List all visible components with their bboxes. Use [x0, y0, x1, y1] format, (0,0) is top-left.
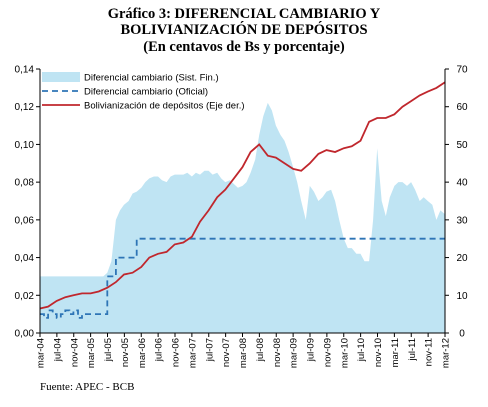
x-tick-label: nov-04: [69, 338, 80, 367]
y-left-tick-label: 0,02: [15, 291, 35, 302]
legend-label: Diferencial cambiario (Oficial): [84, 87, 208, 98]
y-right-tick-label: 40: [456, 178, 468, 189]
x-tick-label: mar-12: [441, 338, 452, 368]
x-tick-label: nov-07: [221, 338, 232, 367]
x-tick-label: mar-11: [390, 338, 401, 367]
x-tick-label: jul-04: [52, 338, 63, 362]
chart-subtitle: (En centavos de Bs y porcentaje): [143, 39, 345, 55]
x-tick-label: jul-06: [154, 338, 165, 362]
y-left-tick-label: 0,10: [15, 140, 35, 151]
x-tick-label: mar-08: [238, 338, 249, 368]
y-right-tick-label: 70: [456, 65, 468, 76]
x-tick-label: nov-10: [373, 338, 384, 367]
x-tick-label: nov-11: [424, 338, 435, 366]
x-tick-label: mar-04: [36, 338, 47, 368]
y-left-tick-label: 0,12: [15, 102, 35, 113]
x-tick-label: jul-05: [103, 338, 114, 362]
y-left-tick-label: 0,08: [15, 178, 35, 189]
y-left-tick-label: 0,06: [15, 215, 35, 226]
y-right-tick-label: 20: [456, 253, 468, 264]
y-left-tick-label: 0,14: [15, 65, 35, 76]
legend-label: Diferencial cambiario (Sist. Fin.): [84, 73, 219, 84]
y-right-tick-label: 10: [456, 291, 468, 302]
x-tick-label: jul-09: [306, 338, 317, 362]
x-tick-label: nov-08: [272, 338, 283, 367]
legend-label: Bolivianización de depósitos (Eje der.): [84, 101, 245, 112]
chart-source: Fuente: APEC - BCB: [40, 381, 135, 393]
line-diferencial-oficial: [40, 237, 445, 319]
x-tick-label: nov-05: [120, 338, 131, 367]
x-tick-label: mar-10: [339, 338, 350, 368]
x-tick-label: mar-09: [289, 338, 300, 368]
y-left-tick-label: 0,04: [15, 253, 35, 264]
x-tick-label: jul-07: [204, 338, 215, 362]
x-tick-label: jul-11: [407, 338, 418, 362]
y-right-tick-label: 60: [456, 102, 468, 113]
x-tick-label: nov-09: [322, 338, 333, 367]
y-right-tick-label: 30: [456, 215, 468, 226]
x-tick-label: jul-08: [255, 338, 266, 362]
x-tick-label: mar-06: [137, 338, 148, 368]
x-tick-label: mar-07: [187, 338, 198, 368]
x-tick-label: jul-10: [356, 338, 367, 362]
chart-title-line-2: BOLIVIANIZACIÓN DE DEPÓSITOS: [120, 22, 368, 38]
y-left-tick-label: 0,00: [15, 329, 35, 340]
x-tick-label: mar-05: [86, 338, 97, 368]
area-diferencial-sist-fin: [40, 102, 445, 334]
line-bolivianizacion: [39, 81, 446, 310]
legend-swatch-area: [42, 72, 80, 82]
chart-title-line-1: Gráfico 3: DIFERENCIAL CAMBIARIO Y: [107, 6, 381, 22]
y-right-tick-label: 0: [459, 329, 465, 340]
x-tick-label: nov-06: [171, 338, 182, 367]
y-right-tick-label: 50: [456, 140, 468, 151]
